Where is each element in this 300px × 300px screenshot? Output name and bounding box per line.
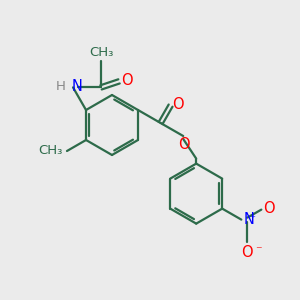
Text: O: O xyxy=(242,244,253,260)
Text: O: O xyxy=(263,201,275,216)
Text: O: O xyxy=(178,137,190,152)
Text: ⁻: ⁻ xyxy=(255,244,262,258)
Text: O: O xyxy=(172,97,184,112)
Text: H: H xyxy=(56,80,66,93)
Text: ⁺: ⁺ xyxy=(249,214,255,224)
Text: CH₃: CH₃ xyxy=(39,145,63,158)
Text: CH₃: CH₃ xyxy=(89,46,113,59)
Text: O: O xyxy=(121,73,133,88)
Text: N: N xyxy=(72,79,83,94)
Text: N: N xyxy=(243,212,254,227)
